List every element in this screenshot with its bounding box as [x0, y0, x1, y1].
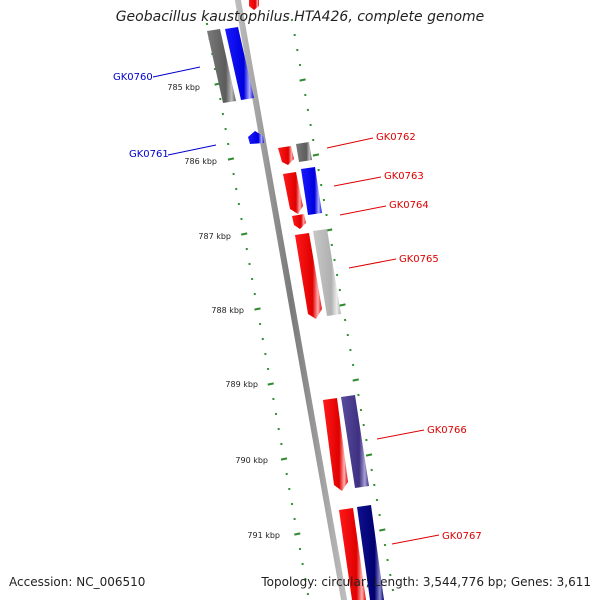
right-track-tick	[340, 304, 346, 305]
leader-gk0764	[340, 206, 386, 215]
leader-gk0762	[327, 138, 373, 148]
right-track-tick	[313, 154, 319, 155]
left-track-tick	[294, 533, 300, 534]
genome-summary-text: Topology: circular; Length: 3,544,776 bp…	[261, 575, 591, 589]
scale-label-787: 787 kbp	[198, 232, 231, 241]
gene-gk0763-strand-arrow[interactable]	[283, 172, 303, 214]
right-track-tick	[353, 379, 359, 380]
gene-labels: GK0760 GK0761 GK0762 GK0763 GK0764 GK076…	[113, 72, 482, 542]
scale-track-right	[291, 20, 394, 590]
leader-gk0767	[392, 535, 439, 544]
genome-title: Geobacillus kaustophilus HTA426, complet…	[0, 9, 600, 25]
scale-label-790: 790 kbp	[235, 456, 268, 465]
left-track-tick	[241, 233, 247, 234]
gene-gk0762-cog-bar[interactable]	[296, 142, 312, 162]
left-track-tick	[255, 308, 261, 309]
scale-label-785: 785 kbp	[167, 83, 200, 92]
right-track-tick	[300, 79, 306, 80]
leader-gk0760	[153, 67, 200, 77]
gene-label-gk0762[interactable]: GK0762	[376, 132, 416, 143]
scale-label-786: 786 kbp	[184, 157, 217, 166]
gene-gk0763-cog-bar[interactable]	[301, 167, 322, 215]
scale-label-789: 789 kbp	[225, 380, 258, 389]
gene-label-gk0763[interactable]: GK0763	[384, 171, 424, 182]
gene-label-gk0764[interactable]: GK0764	[389, 200, 429, 211]
gene-label-gk0760[interactable]: GK0760	[113, 72, 153, 83]
leader-gk0765	[349, 259, 396, 268]
gene-gk0764-strand-arrow[interactable]	[292, 214, 306, 229]
scale-label-791: 791 kbp	[247, 531, 280, 540]
gene-label-gk0765[interactable]: GK0765	[399, 254, 439, 265]
leader-gk0763	[334, 177, 381, 186]
left-track-tick	[228, 158, 234, 159]
gene-label-gk0761[interactable]: GK0761	[129, 149, 169, 160]
accession-text: Accession: NC_006510	[9, 575, 145, 589]
leader-gk0766	[377, 430, 424, 439]
scale-label-788: 788 kbp	[211, 306, 244, 315]
gene-gk0762-strand-arrow[interactable]	[278, 146, 294, 165]
gene-label-gk0766[interactable]: GK0766	[427, 425, 467, 436]
left-track-tick	[281, 458, 287, 459]
gene-label-gk0767[interactable]: GK0767	[442, 531, 482, 542]
leader-gk0761	[168, 145, 216, 155]
right-track-tick	[379, 529, 385, 530]
right-track-tick	[366, 454, 372, 455]
left-track-tick	[268, 383, 274, 384]
